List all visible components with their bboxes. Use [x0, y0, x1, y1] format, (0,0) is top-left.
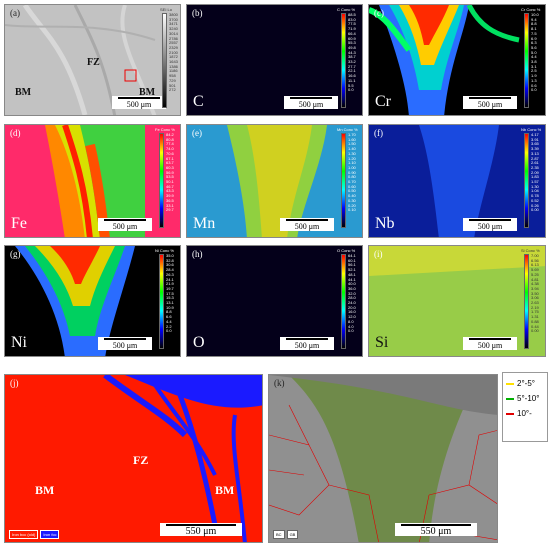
panel-c-label: (c) — [374, 8, 384, 18]
region-fz-j: FZ — [133, 453, 149, 467]
scale-bar-f: 500 μm — [463, 218, 517, 231]
colorbar-ticks-b: 88.5 83.0 77.5 71.9 66.4 60.9 55.3 49.8 44.3 38.7… — [348, 12, 356, 93]
panel-f-niobium: (f) Nb 500 μm Nb Conc % 4.17 3.91 3.65 3.39… — [368, 124, 546, 238]
phase-map — [5, 375, 262, 542]
panel-h-oxygen: (h) O 500 μm O Conc % 64.1 60.1 56.1 52.1 48… — [186, 245, 363, 357]
panel-j-phase-map: (j) FZ BM BM 550 μm Iron bcc (old) Iron … — [4, 374, 263, 543]
element-label-ni: Ni — [11, 334, 27, 351]
colorbar-ticks-c: 10.0 9.4 8.8 8.1 7.5 6.9 6.3 5.6 5.0 4.4 3.8 3.1 2.5… — [531, 12, 539, 93]
colorbar-title-a: SEI Lo — [160, 7, 173, 12]
region-fz: FZ — [87, 57, 100, 68]
panel-j-label: (j) — [10, 378, 19, 388]
colorbar-title-c: Cr Conc % — [521, 7, 541, 12]
colorbar-ticks-f: 4.17 3.91 3.65 3.39 3.13 2.87 2.61 2.35 2.09 1.83… — [531, 132, 539, 213]
scale-bar-g: 500 μm — [98, 337, 152, 350]
phase-legend: Iron bcc (old) Iron fcc — [9, 530, 60, 539]
panel-a-sem: (a) FZ BM BM 500 μm SEI Lo 3800 3700 3471 3… — [4, 4, 181, 116]
panel-i-label: (i) — [374, 249, 383, 259]
legend-row-low: 2°-5° — [506, 379, 544, 388]
colorbar-e — [341, 133, 346, 228]
element-label-o: O — [193, 334, 205, 351]
panel-d-iron: (d) Fe 500 μm Fe Conc % 84.2 80.8 77.4 74.0… — [4, 124, 181, 238]
scale-bar-h: 500 μm — [280, 337, 334, 350]
scale-bar-b: 500 μm — [284, 96, 338, 109]
gb-map — [269, 375, 497, 542]
scale-bar-c: 500 μm — [463, 96, 517, 109]
colorbar-ticks-i: 7.00 6.56 6.13 5.69 5.25 4.81 4.38 3.94 3.50 3.06… — [531, 253, 539, 334]
colorbar-title-i: Si Conc % — [521, 248, 540, 253]
scale-bar-k: 550 μm — [395, 523, 477, 537]
scale-bar-a: 500 μm — [112, 96, 166, 109]
panel-k-grain-boundary-map: (k) 550 μm BC GB — [268, 374, 498, 543]
panel-k-label: (k) — [274, 378, 285, 388]
colorbar-h — [341, 254, 346, 349]
legend-row-high: 10°- — [506, 409, 544, 418]
colorbar-a — [162, 13, 167, 108]
colorbar-ticks-e: 1.70 1.60 1.50 1.40 1.30 1.20 1.10 1.00 0.90 0.80… — [348, 132, 356, 213]
fe-map — [45, 125, 145, 237]
element-label-cr: Cr — [375, 93, 391, 110]
scale-bar-j: 550 μm — [160, 523, 242, 537]
colorbar-title-h: O Conc % — [337, 248, 356, 253]
colorbar-ticks-d: 84.2 80.8 77.4 74.0 70.6 67.1 63.7 60.3 56.9 53.5… — [166, 132, 174, 213]
panel-h-label: (h) — [192, 249, 203, 259]
region-bm-left: BM — [15, 87, 32, 98]
colorbar-ticks-h: 64.1 60.1 56.1 52.1 48.1 44.1 40.0 36.0 32.0 28.0… — [348, 253, 356, 334]
region-bm-right: BM — [139, 87, 156, 98]
region-bm-right-j: BM — [215, 483, 235, 497]
scale-bar-d: 500 μm — [98, 218, 152, 231]
panel-e-label: (e) — [192, 128, 202, 138]
tag-bc: BC — [273, 530, 285, 539]
tag-gb: GB — [286, 530, 299, 539]
colorbar-ticks-g: 35.0 32.8 30.6 28.4 26.3 24.1 21.9 19.7 17.5 15.3… — [166, 253, 174, 334]
colorbar-b — [341, 13, 346, 108]
element-label-si: Si — [375, 334, 389, 351]
colorbar-d — [159, 133, 164, 228]
panel-f-label: (f) — [374, 128, 383, 138]
scale-bar-e: 500 μm — [280, 218, 334, 231]
legend-bcc: Iron bcc (old) — [9, 530, 39, 539]
misorientation-legend: 2°-5° 5°-10° 10°- — [502, 372, 548, 442]
panel-d-label: (d) — [10, 128, 21, 138]
panel-c-chromium: (c) Cr 500 μm Cr Conc % 10.0 9.4 8.8 8.1 7.5… — [368, 4, 546, 116]
element-label-c: C — [193, 93, 204, 110]
panel-i-silicon: (i) Si 500 μm Si Conc % 7.00 6.56 6.13 5.69… — [368, 245, 546, 357]
panel-b-label: (b) — [192, 8, 203, 18]
map-tags: BC GB — [273, 530, 299, 539]
nb-map — [369, 125, 545, 237]
colorbar-title-b: C Conc % — [337, 7, 356, 12]
colorbar-title-g: Ni Conc % — [155, 248, 174, 253]
region-bm-left-j: BM — [35, 483, 55, 497]
colorbar-i — [524, 254, 529, 349]
element-label-mn: Mn — [193, 215, 216, 232]
colorbar-ticks-a: 3800 3700 3471 3240 3014 2786 2557 2329 2100 1872… — [169, 12, 178, 93]
panel-a-label: (a) — [10, 8, 20, 18]
panel-g-nickel: (g) Ni 500 μm Ni Conc % 35.0 32.8 30.6 28.4… — [4, 245, 181, 357]
colorbar-title-f: Nb Conc % — [521, 127, 542, 132]
legend-row-mid: 5°-10° — [506, 394, 544, 403]
cr-map — [369, 5, 520, 115]
element-label-nb: Nb — [375, 215, 395, 232]
colorbar-title-d: Fe Conc % — [155, 127, 175, 132]
colorbar-c — [524, 13, 529, 108]
element-label-fe: Fe — [11, 215, 27, 232]
panel-b-carbon: (b) C 500 μm C Conc % 88.5 83.0 77.5 71.9 66… — [186, 4, 363, 116]
colorbar-f — [524, 133, 529, 228]
panel-g-label: (g) — [10, 249, 21, 259]
sem-texture — [5, 5, 180, 115]
legend-fcc: Iron fcc — [40, 530, 60, 539]
colorbar-g — [159, 254, 164, 349]
si-map — [369, 246, 545, 356]
scale-bar-i: 500 μm — [463, 337, 517, 350]
panel-e-manganese: (e) Mn 500 μm Mn Conc % 1.70 1.60 1.50 1.40… — [186, 124, 363, 238]
colorbar-title-e: Mn Conc % — [337, 127, 358, 132]
ni-map — [15, 246, 135, 356]
